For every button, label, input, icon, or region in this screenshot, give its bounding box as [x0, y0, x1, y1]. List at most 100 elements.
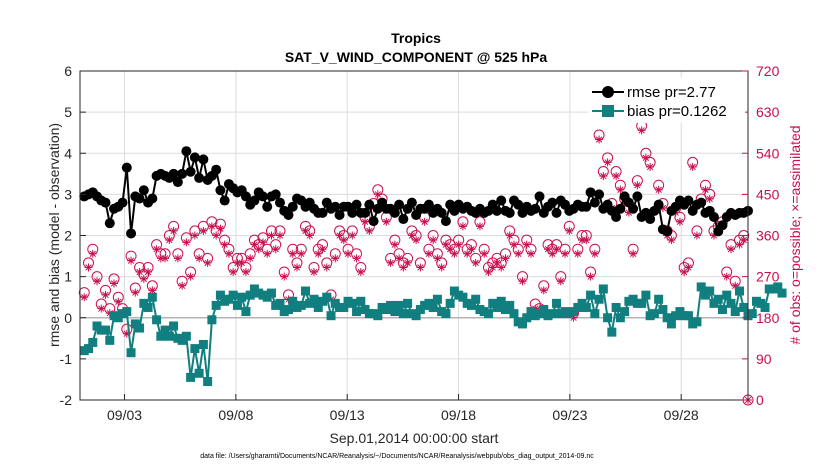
bias-point: [203, 376, 213, 386]
obs-assimilated-point: [561, 249, 570, 258]
bias-point: [186, 372, 196, 382]
rmse-point: [257, 191, 268, 202]
obs-assimilated-point: [267, 231, 276, 240]
x-tick-labels: 09/03 09/08 09/13 09/18 09/23 09/28: [107, 407, 699, 423]
bias-point: [666, 319, 676, 329]
y-tick-label: 3: [64, 186, 72, 202]
bias-point: [760, 302, 770, 312]
rmse-point: [270, 189, 281, 200]
obs-assimilated-point: [458, 222, 467, 231]
obs-assimilated-point: [199, 226, 208, 235]
obs-assimilated-point: [190, 231, 199, 240]
rmse-point: [547, 197, 558, 208]
obs-assimilated-point: [667, 236, 676, 245]
bias-point: [509, 309, 519, 319]
bias-point: [581, 302, 591, 312]
rmse-point: [138, 185, 149, 196]
obs-assimilated-point: [522, 240, 531, 249]
bias-point: [692, 317, 702, 327]
bias-point: [777, 288, 787, 298]
rmse-point: [683, 195, 694, 206]
obs-assimilated-point: [590, 249, 599, 258]
obs-assimilated-point: [331, 254, 340, 263]
rmse-point: [364, 199, 375, 210]
obs-assimilated-point: [178, 281, 187, 290]
obs-assimilated-point: [680, 268, 689, 277]
obs-assimilated-point: [322, 263, 331, 272]
bias-point: [356, 296, 366, 306]
rmse-point: [530, 203, 541, 214]
obs-assimilated-point: [335, 231, 344, 240]
obs-assimilated-point: [314, 249, 323, 258]
bias-point: [296, 300, 306, 310]
obs-assimilated-point: [514, 249, 523, 258]
bias-point: [194, 368, 204, 378]
rmse-point: [632, 191, 643, 202]
rmse-point: [436, 207, 447, 218]
bias-point: [386, 300, 396, 310]
obs-assimilated-point: [475, 222, 484, 231]
bias-point: [164, 331, 174, 341]
bias-point: [152, 315, 162, 325]
obs-assimilated-point: [633, 181, 642, 190]
rmse-point: [189, 152, 200, 163]
bias-point: [615, 313, 625, 323]
obs-assimilated-point: [301, 226, 310, 235]
obs-assimilated-point: [731, 281, 740, 290]
obs-assimilated-point: [271, 245, 280, 254]
rmse-point: [696, 197, 707, 208]
rmse-point: [662, 226, 673, 237]
bias-point: [773, 282, 783, 292]
obs-assimilated-point: [739, 236, 748, 245]
bias-point: [654, 294, 664, 304]
obs-assimilated-point: [441, 240, 450, 249]
chart-subtitle: SAT_V_WIND_COMPONENT @ 525 hPa: [285, 49, 548, 65]
obs-assimilated-point: [356, 268, 365, 277]
rmse-point: [534, 191, 545, 202]
obs-assimilated-point: [182, 238, 191, 247]
bias-point: [547, 309, 557, 319]
obs-assimilated-point: [501, 254, 510, 263]
bias-point: [352, 307, 362, 317]
chart-title: Tropics: [391, 30, 441, 46]
obs-assimilated-point: [467, 245, 476, 254]
obs-assimilated-point: [114, 297, 123, 306]
bias-point: [198, 339, 208, 349]
bias-point: [88, 337, 98, 347]
obs-assimilated-point: [612, 172, 621, 181]
y2-tick-label: 360: [756, 228, 780, 244]
obs-assimilated-point: [275, 231, 284, 240]
bias-point: [734, 286, 744, 296]
rmse-point: [126, 228, 137, 239]
legend-bias-label: bias pr=0.1262: [627, 103, 727, 120]
obs-assimilated-point: [216, 224, 225, 233]
obs-assimilated-point: [658, 204, 667, 213]
rmse-point: [423, 199, 434, 210]
obs-assimilated-point: [305, 231, 314, 240]
bias-point: [207, 315, 217, 325]
obs-assimilated-point: [148, 286, 157, 295]
obs-assimilated-point: [237, 258, 246, 267]
rmse-point: [185, 166, 196, 177]
x-tick-label: 09/13: [330, 407, 365, 423]
obs-assimilated-point: [629, 249, 638, 258]
rmse-point: [347, 207, 358, 218]
axis-ticks: [80, 70, 748, 401]
rmse-point: [283, 209, 294, 220]
bias-point: [649, 309, 659, 319]
rmse-point: [134, 193, 145, 204]
obs-assimilated-point: [212, 231, 221, 240]
bias-point: [232, 300, 242, 310]
x-tick-label: 09/08: [218, 407, 253, 423]
rmse-point: [334, 209, 345, 220]
bias-point: [662, 313, 672, 323]
bias-point: [458, 292, 468, 302]
bias-point: [505, 300, 515, 310]
bias-point: [373, 311, 383, 321]
rmse-point: [219, 195, 230, 206]
obs-assimilated-point: [156, 254, 165, 263]
x-tick-label: 09/28: [664, 407, 699, 423]
rmse-point: [504, 207, 515, 218]
obs-assimilated-point: [641, 153, 650, 162]
obs-assimilated-point: [220, 240, 229, 249]
